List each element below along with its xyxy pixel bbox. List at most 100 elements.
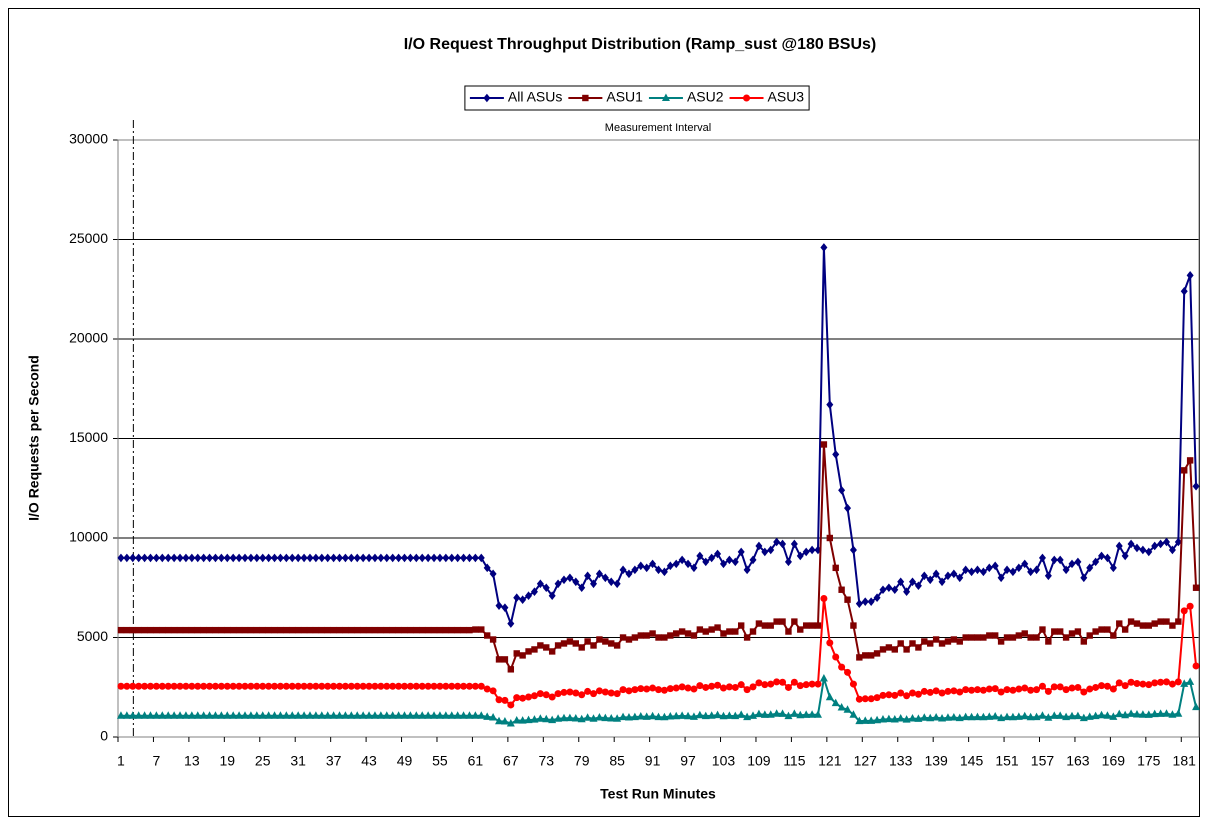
marker <box>211 553 219 563</box>
marker <box>572 640 580 647</box>
marker <box>1174 709 1183 717</box>
marker <box>406 553 414 563</box>
marker <box>920 713 929 721</box>
marker <box>867 597 875 606</box>
marker <box>223 553 231 563</box>
marker <box>791 618 798 625</box>
marker <box>495 696 503 704</box>
marker <box>282 682 290 690</box>
marker <box>247 682 255 690</box>
marker <box>619 634 627 641</box>
marker <box>819 673 828 682</box>
marker <box>779 618 786 625</box>
marker <box>188 553 196 563</box>
marker <box>1050 555 1058 565</box>
marker <box>1091 711 1100 720</box>
marker <box>1174 678 1182 686</box>
marker <box>938 689 946 697</box>
marker <box>897 689 905 697</box>
marker <box>548 648 556 655</box>
marker <box>300 711 309 719</box>
marker <box>365 682 373 690</box>
marker <box>537 642 544 649</box>
marker <box>1115 679 1123 687</box>
marker <box>873 715 882 724</box>
marker <box>123 682 131 690</box>
marker <box>246 711 255 719</box>
marker <box>1003 565 1011 575</box>
marker <box>554 690 562 698</box>
marker <box>524 715 533 724</box>
marker <box>465 682 473 690</box>
marker <box>784 683 792 691</box>
marker <box>377 553 385 563</box>
marker <box>217 711 226 719</box>
marker <box>519 652 526 659</box>
marker <box>495 656 503 663</box>
marker <box>176 553 184 563</box>
marker <box>1021 630 1028 637</box>
marker <box>531 646 538 653</box>
marker <box>991 685 999 693</box>
marker <box>164 682 172 690</box>
marker <box>489 636 497 643</box>
marker <box>956 573 964 583</box>
marker <box>512 715 521 724</box>
marker <box>850 622 857 629</box>
marker <box>318 682 326 690</box>
marker <box>271 626 278 634</box>
marker <box>1180 679 1189 687</box>
marker <box>696 682 704 690</box>
y-tick-label: 0 <box>100 728 108 744</box>
marker <box>856 654 863 661</box>
marker <box>943 713 952 721</box>
marker <box>377 626 385 634</box>
marker <box>507 619 515 628</box>
marker <box>855 716 864 725</box>
marker <box>979 712 988 721</box>
marker <box>832 564 839 572</box>
marker <box>247 553 255 563</box>
marker <box>413 626 420 634</box>
marker <box>1127 709 1136 717</box>
marker <box>961 712 970 721</box>
marker <box>962 565 970 575</box>
marker <box>187 711 196 719</box>
marker <box>625 636 633 643</box>
marker <box>536 714 545 722</box>
marker <box>790 539 798 549</box>
marker <box>944 687 952 695</box>
marker <box>761 622 769 629</box>
marker <box>779 539 787 549</box>
marker <box>324 553 332 563</box>
marker <box>707 711 716 719</box>
marker <box>577 714 586 723</box>
marker <box>1033 634 1040 641</box>
marker <box>1144 710 1153 718</box>
marker <box>135 626 142 634</box>
marker <box>1021 559 1029 569</box>
marker <box>1032 712 1041 721</box>
marker <box>566 688 574 696</box>
marker <box>277 626 284 634</box>
marker <box>253 553 261 563</box>
marker <box>241 553 249 563</box>
marker <box>1145 547 1153 557</box>
marker <box>365 711 374 719</box>
marker <box>607 689 615 697</box>
marker <box>542 714 551 723</box>
marker <box>412 553 420 563</box>
marker <box>578 644 585 651</box>
x-tick-label: 31 <box>290 753 306 769</box>
marker <box>359 711 368 719</box>
marker <box>418 682 426 690</box>
marker <box>354 626 361 634</box>
marker <box>182 553 190 563</box>
marker <box>583 713 592 721</box>
marker <box>265 682 273 690</box>
marker <box>318 553 326 563</box>
marker <box>1086 632 1093 639</box>
marker <box>578 583 586 593</box>
marker <box>412 711 421 719</box>
marker <box>1127 678 1135 686</box>
